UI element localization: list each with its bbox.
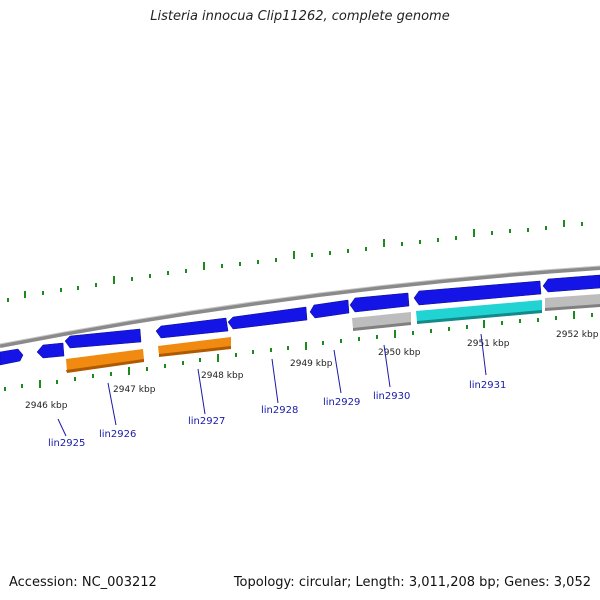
- accession-text: Accession: NC_003212: [9, 575, 157, 590]
- gene-reverse: [158, 337, 231, 355]
- gene-forward: [0, 348, 24, 366]
- gene-reverse: [416, 300, 542, 322]
- gene-forward: [413, 280, 542, 306]
- gene-leader: [57, 418, 67, 437]
- topology-value: circular: [298, 575, 347, 590]
- kbp-label: 2951 kbp: [467, 339, 510, 349]
- gene-leader: [271, 358, 279, 404]
- gene-label: lin2928: [261, 405, 298, 416]
- gene-label: lin2930: [373, 391, 410, 402]
- gene-label: lin2926: [99, 429, 136, 440]
- kbp-label: 2952 kbp: [556, 330, 599, 340]
- gene-reverse: [417, 310, 542, 324]
- length-label: Length:: [355, 575, 405, 590]
- accession-value: NC_003212: [81, 575, 157, 590]
- gene-forward: [227, 306, 308, 330]
- forward-genes: [0, 274, 600, 366]
- map-title: Listeria innocua Clip11262, complete gen…: [150, 9, 450, 24]
- kbp-label: 2947 kbp: [113, 385, 156, 395]
- genome-backbone: [0, 266, 600, 348]
- reverse-genes: [66, 294, 600, 373]
- inner-ticks: [4, 311, 593, 391]
- kbp-label: 2949 kbp: [290, 359, 333, 369]
- gene-leader: [197, 368, 206, 415]
- kbp-label: 2950 kbp: [378, 348, 421, 358]
- gene-reverse: [352, 312, 411, 329]
- gene-reverse: [66, 359, 144, 373]
- genome-backbone-highlight: [0, 265, 600, 345]
- gene-leaders: [57, 333, 487, 437]
- gene-forward: [36, 342, 65, 359]
- accession-label: Accession:: [9, 575, 78, 590]
- gene-leader: [383, 344, 391, 388]
- genome-summary: Topology: circular; Length: 3,011,208 bp…: [233, 575, 591, 590]
- genes-label: Genes:: [504, 575, 550, 590]
- gene-leader: [333, 349, 342, 394]
- kbp-labels: 2946 kbp 2947 kbp 2948 kbp 2949 kbp 2950…: [25, 330, 599, 411]
- gene-forward: [155, 317, 229, 339]
- gene-leader: [107, 382, 117, 426]
- topology-label: Topology:: [233, 575, 295, 590]
- gene-label: lin2925: [48, 438, 85, 449]
- gene-leader: [480, 333, 487, 376]
- gene-label: lin2927: [188, 416, 225, 427]
- gene-reverse: [353, 322, 411, 331]
- gene-reverse: [66, 349, 144, 371]
- gene-forward: [64, 328, 142, 349]
- genes-value: 3,052: [553, 575, 591, 590]
- gene-label: lin2929: [323, 397, 360, 408]
- outer-ticks: [7, 220, 583, 302]
- gene-reverse: [545, 304, 600, 311]
- gene-forward: [309, 299, 350, 319]
- gene-reverse: [159, 346, 231, 357]
- gene-forward: [349, 292, 410, 313]
- kbp-label: 2948 kbp: [201, 371, 244, 381]
- gene-label: lin2931: [469, 380, 506, 391]
- kbp-label: 2946 kbp: [25, 401, 68, 411]
- gene-labels: lin2925 lin2926 lin2927 lin2928 lin2929 …: [48, 380, 506, 449]
- gene-forward: [542, 274, 600, 293]
- length-value: 3,011,208 bp: [408, 575, 496, 590]
